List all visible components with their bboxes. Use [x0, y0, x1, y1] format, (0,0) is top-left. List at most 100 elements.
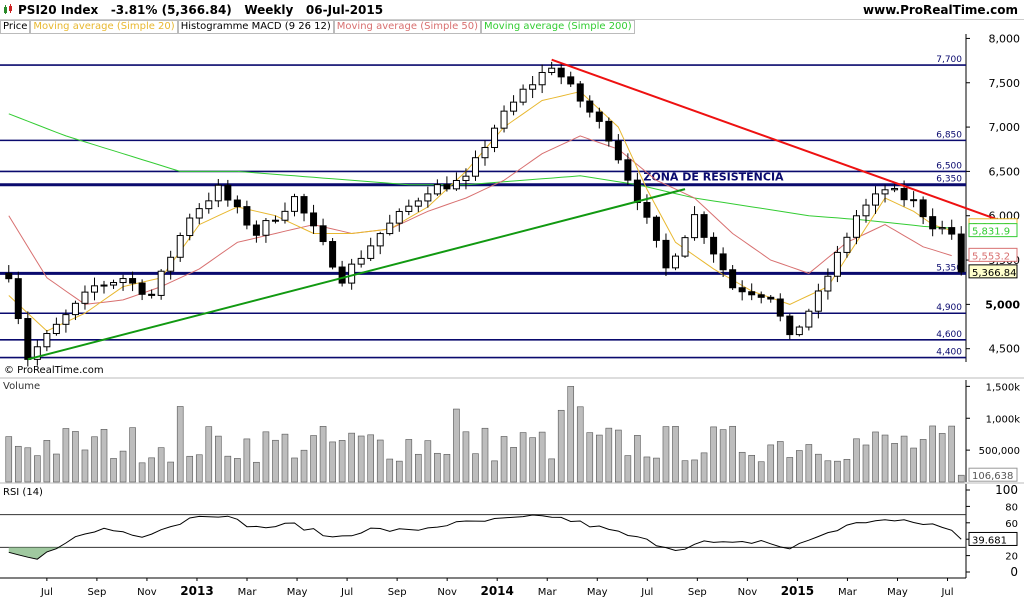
price-candle[interactable] [910, 191, 918, 208]
price-candle[interactable] [329, 237, 337, 270]
price-candle[interactable] [700, 211, 708, 244]
price-candle[interactable] [891, 184, 899, 193]
price-candle[interactable] [500, 105, 508, 133]
price-candle[interactable] [24, 311, 32, 367]
volume-bar[interactable] [938, 433, 946, 483]
price-candle[interactable] [195, 203, 203, 225]
volume-bar[interactable] [519, 432, 527, 483]
price-candle[interactable] [576, 80, 584, 108]
price-candle[interactable] [938, 220, 946, 235]
price-candle[interactable] [205, 192, 213, 214]
volume-bar[interactable] [510, 447, 517, 483]
price-candle[interactable] [748, 283, 756, 301]
volume-bar[interactable] [129, 427, 136, 483]
volume-bar[interactable] [872, 431, 879, 483]
price-candle[interactable] [738, 280, 746, 301]
volume-bar[interactable] [253, 461, 260, 483]
price-candle[interactable] [652, 215, 660, 248]
price-candle[interactable] [710, 232, 718, 263]
volume-bar[interactable] [748, 454, 755, 483]
price-candle[interactable] [157, 269, 165, 300]
price-candle[interactable] [62, 309, 70, 333]
volume-bar[interactable] [624, 455, 632, 483]
price-candle[interactable] [176, 232, 184, 262]
price-candle[interactable] [433, 179, 441, 196]
volume-bar[interactable] [376, 439, 384, 483]
volume-bar[interactable] [957, 474, 965, 483]
volume-bar[interactable] [119, 450, 127, 483]
price-candle[interactable] [443, 176, 451, 192]
legend-macd[interactable]: Histogramme MACD (9 26 12) [177, 20, 334, 34]
price-candle[interactable] [252, 220, 260, 243]
volume-bar[interactable] [605, 427, 613, 483]
volume-bar[interactable] [557, 409, 565, 483]
volume-bar[interactable] [176, 406, 184, 483]
volume-bar[interactable] [710, 426, 717, 483]
price-candle[interactable] [271, 215, 279, 224]
legend-ma200[interactable]: Moving average (Simple 200) [481, 20, 635, 34]
volume-bar[interactable] [757, 461, 765, 483]
price-candle[interactable] [814, 283, 822, 319]
price-candle[interactable] [452, 172, 460, 191]
volume-bar[interactable] [586, 432, 594, 483]
price-candle[interactable] [43, 330, 51, 352]
price-candle[interactable] [224, 179, 232, 207]
price-candle[interactable] [900, 180, 908, 207]
price-candle[interactable] [462, 168, 470, 190]
volume-bar[interactable] [395, 460, 403, 483]
volume-bar[interactable] [472, 453, 479, 483]
volume-bar[interactable] [148, 457, 155, 483]
price-candle[interactable] [405, 199, 413, 216]
price-candle[interactable] [719, 247, 727, 278]
volume-bar[interactable] [215, 435, 222, 483]
price-candle[interactable] [300, 193, 308, 222]
volume-bar[interactable] [424, 440, 432, 483]
price-candle[interactable] [81, 285, 89, 310]
volume-bar[interactable] [796, 450, 803, 483]
price-candle[interactable] [100, 280, 108, 294]
volume-bar[interactable] [195, 454, 203, 483]
volume-bar[interactable] [643, 456, 651, 483]
price-candle[interactable] [348, 258, 356, 290]
price-candle[interactable] [852, 209, 860, 245]
price-candle[interactable] [33, 340, 41, 366]
volume-bar[interactable] [310, 435, 317, 483]
volume-bar[interactable] [348, 432, 355, 483]
volume-bar[interactable] [53, 453, 60, 483]
volume-bar[interactable] [434, 452, 441, 483]
price-candle[interactable] [957, 226, 965, 276]
price-candle[interactable] [71, 300, 79, 321]
volume-bar[interactable] [357, 435, 365, 483]
price-candle[interactable] [167, 250, 175, 280]
legend-price[interactable]: Price [0, 20, 31, 34]
volume-bar[interactable] [319, 426, 327, 483]
price-candle[interactable] [414, 197, 422, 212]
price-candle[interactable] [919, 196, 927, 225]
price-candle[interactable] [5, 265, 13, 283]
price-candle[interactable] [243, 200, 251, 230]
price-candle[interactable] [319, 218, 327, 246]
volume-bar[interactable] [34, 455, 41, 483]
volume-bar[interactable] [500, 436, 508, 483]
price-candle[interactable] [548, 61, 556, 76]
volume-bar[interactable] [691, 459, 698, 483]
price-candle[interactable] [729, 265, 737, 290]
volume-bar[interactable] [634, 435, 641, 483]
price-candle[interactable] [529, 75, 537, 99]
volume-bar[interactable] [548, 458, 555, 483]
price-candle[interactable] [586, 95, 594, 118]
volume-bar[interactable] [719, 429, 727, 483]
price-candle[interactable] [281, 202, 289, 224]
volume-bar[interactable] [24, 447, 32, 483]
volume-bar[interactable] [881, 434, 889, 483]
volume-bar[interactable] [453, 408, 460, 483]
price-candle[interactable] [757, 291, 765, 304]
volume-bar[interactable] [776, 441, 784, 483]
price-candle[interactable] [605, 117, 613, 147]
price-candle[interactable] [386, 214, 394, 236]
volume-bar[interactable] [681, 460, 689, 483]
price-candle[interactable] [671, 253, 679, 271]
volume-bar[interactable] [729, 425, 736, 483]
volume-bar[interactable] [462, 431, 470, 483]
price-candle[interactable] [519, 84, 527, 106]
